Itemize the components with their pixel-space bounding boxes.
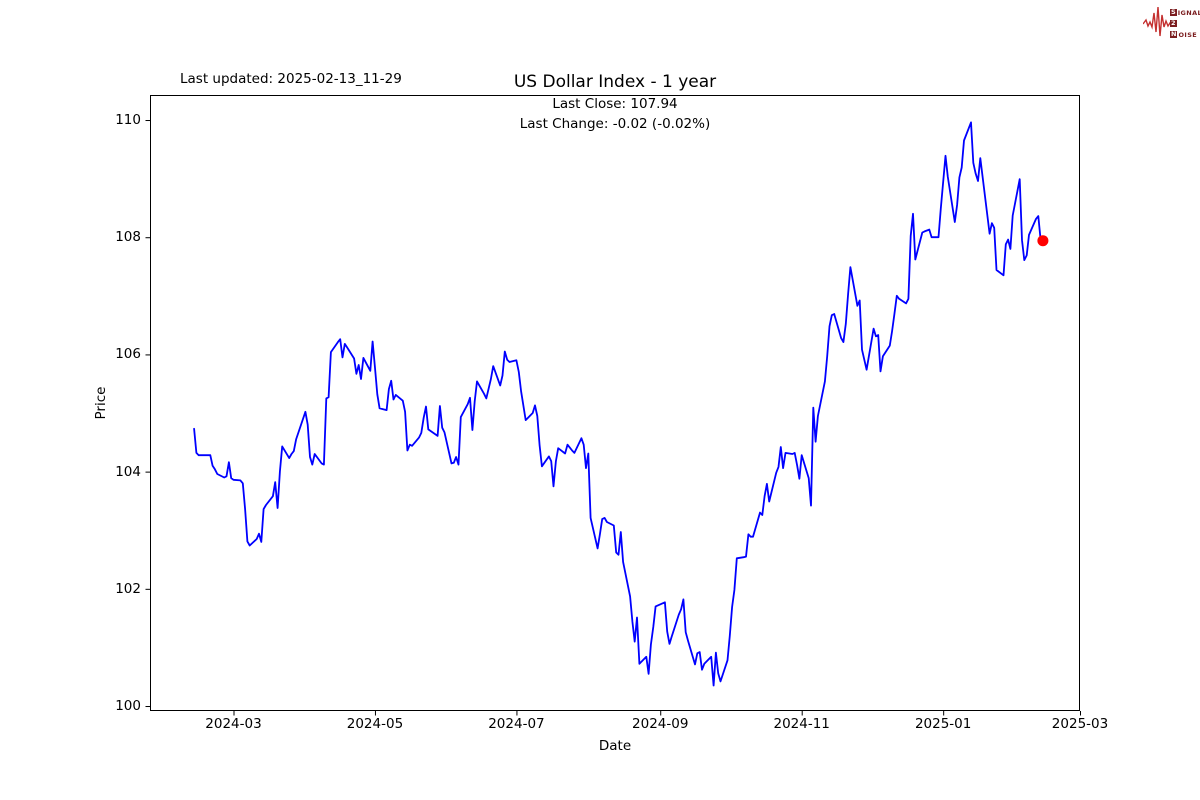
logo-letterbox-n: N: [1170, 29, 1178, 39]
last-close-text: Last Close: 107.94: [552, 96, 678, 112]
x-tick-label: 2024-07: [488, 716, 545, 732]
logo-letterbox-s: S: [1170, 7, 1177, 17]
logo-row-noise: N OISE: [1170, 30, 1200, 39]
y-tick-label: 100: [115, 698, 141, 715]
y-tick-label: 102: [115, 580, 141, 597]
y-tick-label: 110: [115, 112, 141, 129]
last-change-text: Last Change: -0.02 (-0.02%): [519, 115, 711, 132]
signal2noise-logo: S IGNAL 2 N OISE: [1143, 3, 1200, 43]
y-tick-label: 106: [115, 346, 141, 363]
plot-border: [150, 95, 1080, 711]
logo-text: S IGNAL 2 N OISE: [1170, 8, 1200, 41]
logo-row-2: 2: [1170, 19, 1200, 28]
waveform-icon: [1143, 6, 1173, 37]
x-tick-label: 2024-05: [346, 716, 404, 732]
logo-letterbox-2: 2: [1170, 18, 1177, 28]
price-line: [193, 121, 1044, 687]
logo-rest-noise: OISE: [1178, 30, 1198, 39]
logo-row-signal: S IGNAL: [1170, 8, 1200, 17]
chart-subtitle: Last Close: 107.94 Last Change: -0.02 (-…: [150, 95, 1080, 134]
x-tick-label: 2024-03: [205, 716, 262, 732]
logo-rest-signal: IGNAL: [1177, 8, 1200, 17]
x-tick-label: 2025-01: [914, 716, 972, 732]
chart-title: US Dollar Index - 1 year: [513, 72, 717, 92]
y-tick-label: 108: [115, 229, 141, 246]
x-axis-label: Date: [598, 738, 632, 754]
x-tick-label: 2024-11: [773, 716, 830, 732]
x-tick-label: 2025-03: [1051, 716, 1109, 732]
y-tick-label: 104: [115, 463, 141, 480]
last-price-marker: [1037, 235, 1049, 247]
x-tick-label: 2024-09: [632, 716, 689, 732]
last-updated-annotation: Last updated: 2025-02-13_11-29: [180, 71, 402, 87]
